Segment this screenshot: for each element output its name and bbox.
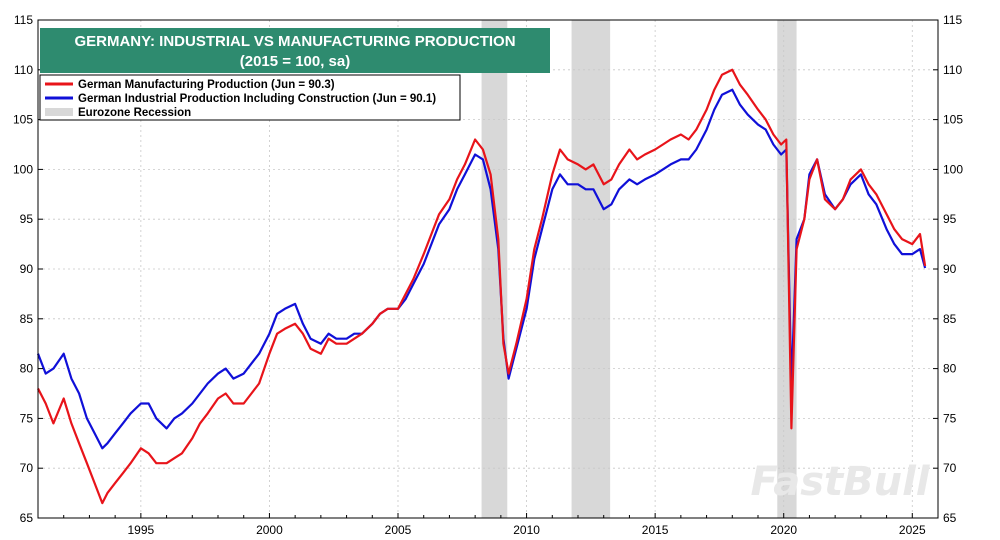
y-tick-label-left-90: 90 [20,262,34,276]
y-tick-label-right-105: 105 [943,113,963,127]
legend-box [39,74,461,121]
y-tick-label-left-95: 95 [20,212,34,226]
y-tick-label-left-110: 110 [14,63,33,77]
y-tick-label-right-100: 100 [943,162,963,176]
title-box: GERMANY: INDUSTRIAL VS MANUFACTURING PRO… [40,28,550,73]
y-tick-label-right-80: 80 [943,362,957,376]
legend-label-recession: Eurozone Recession [78,107,191,119]
y-tick-label-left-75: 75 [20,411,34,425]
y-tick-label-right-65: 65 [943,511,957,525]
legend: German Manufacturing Production (Jun = 9… [39,74,461,121]
series-lines [36,68,927,505]
title-background [40,28,550,73]
x-tick-label-1995: 1995 [128,523,155,537]
watermark-group: FastBull [750,459,930,505]
x-tick-label-2010: 2010 [513,523,540,537]
x-tick-label-2005: 2005 [385,523,412,537]
chart-title: GERMANY: INDUSTRIAL VS MANUFACTURING PRO… [74,33,515,50]
y-tick-label-right-70: 70 [943,461,957,475]
fastbull-watermark: FastBull [750,459,930,505]
y-tick-label-left-70: 70 [20,461,34,475]
y-tick-label-right-110: 110 [943,63,962,77]
x-tick-label-2020: 2020 [770,523,797,537]
axes: 65 65 70 70 75 75 80 80 85 85 90 90 95 95 100 100 105 105… [13,13,963,537]
y-tick-label-left-105: 105 [13,113,33,127]
legend-label-industrial: German Industrial Production Including C… [78,93,436,105]
y-tick-label-left-115: 115 [14,13,33,27]
y-tick-label-right-95: 95 [943,212,957,226]
legend-label-manufacturing: German Manufacturing Production (Jun = 9… [78,79,335,91]
y-tick-label-right-75: 75 [943,411,957,425]
x-tick-label-2025: 2025 [899,523,926,537]
y-tick-label-left-65: 65 [20,511,34,525]
legend-swatch-recession [45,108,73,116]
chart-subtitle: (2015 = 100, sa) [240,53,351,70]
x-tick-label-2000: 2000 [256,523,283,537]
x-tick-label-2015: 2015 [642,523,669,537]
series-line-0 [37,68,927,505]
y-tick-label-left-85: 85 [20,312,34,326]
y-tick-label-left-100: 100 [13,162,33,176]
y-tick-label-left-80: 80 [20,362,34,376]
y-tick-label-right-115: 115 [943,13,962,27]
y-tick-label-right-90: 90 [943,262,957,276]
y-tick-label-right-85: 85 [943,312,957,326]
